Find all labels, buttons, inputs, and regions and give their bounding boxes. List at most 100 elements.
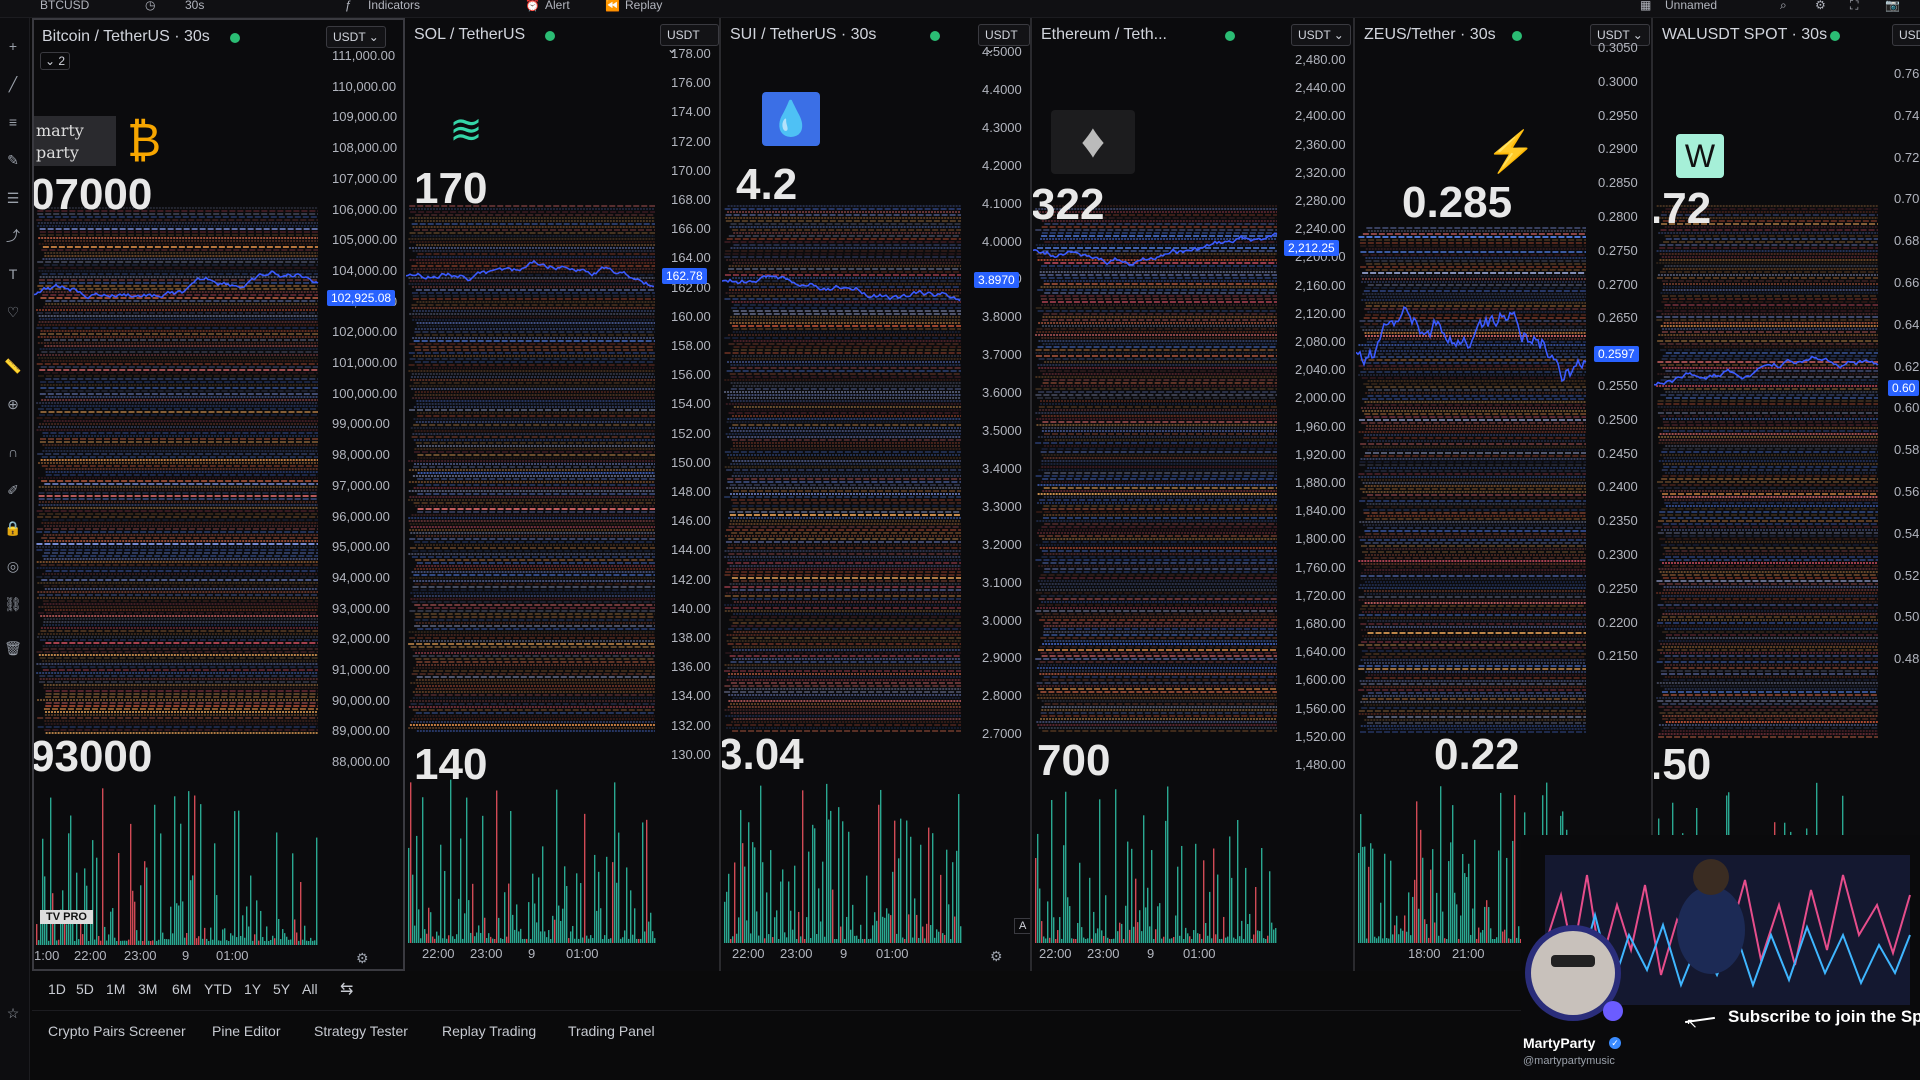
tab-crypto-pairs-screener[interactable]: Crypto Pairs Screener xyxy=(48,1023,186,1039)
price-axis[interactable]: 0.3050 0.3000 0.2950 0.2900 0.2850 0.2800 0.27… xyxy=(1598,18,1651,963)
volume-bar xyxy=(200,804,202,945)
volume-bar xyxy=(744,866,746,943)
interval-selector[interactable]: 30s xyxy=(185,0,205,12)
clock-icon[interactable]: ◷ xyxy=(145,0,156,12)
trendline-icon[interactable]: ╱ xyxy=(8,76,18,92)
layout-icon[interactable]: ▦ xyxy=(1640,0,1652,12)
pane-title[interactable]: Ethereum / Teth... xyxy=(1041,26,1167,43)
ruler-icon[interactable]: 📏 xyxy=(4,358,22,374)
settings-icon[interactable]: ⚙ xyxy=(1815,0,1826,12)
chart-plot[interactable] xyxy=(34,20,324,965)
chart-plot[interactable] xyxy=(1356,18,1592,963)
currency-button[interactable]: USDT ⌄ xyxy=(978,24,1030,56)
price-axis[interactable]: 0.76 0.74 0.72 0.70 0.68 0.66 0.64 0.62 0.60 0.58… xyxy=(1894,18,1920,963)
volume-bar xyxy=(1117,931,1119,943)
range-button-ytd[interactable]: YTD xyxy=(204,981,232,997)
price-axis[interactable]: 2,480.00 2,440.00 2,400.00 2,360.00 2,320.00… xyxy=(1295,18,1353,963)
range-button-all[interactable]: All xyxy=(302,981,318,997)
settings-gear-icon[interactable]: ⚙ xyxy=(990,948,1003,964)
range-button-6m[interactable]: 6M xyxy=(172,981,192,997)
star-icon[interactable]: ☆ xyxy=(6,1005,20,1021)
range-button-1y[interactable]: 1Y xyxy=(244,981,262,997)
prediction-icon[interactable]: ⤴ xyxy=(6,228,20,244)
price-axis-tick: 3.5000 xyxy=(982,423,1022,438)
currency-button[interactable]: USDT xyxy=(1892,24,1920,46)
fullscreen-icon[interactable]: ⛶ xyxy=(1850,0,1859,12)
currency-button[interactable]: USDT ⌄ xyxy=(1590,24,1650,46)
fib-icon[interactable]: ≡ xyxy=(8,114,18,130)
currency-button[interactable]: USDT ⌄ xyxy=(1291,24,1351,46)
auto-scale-button[interactable]: A xyxy=(1014,918,1030,934)
range-button-5y[interactable]: 5Y xyxy=(273,981,291,997)
chart-plot[interactable] xyxy=(722,18,967,963)
alert-icon[interactable]: ⏰ xyxy=(525,0,540,12)
price-axis-tick: 2,480.00 xyxy=(1295,52,1346,67)
settings-gear-icon[interactable]: ⚙ xyxy=(356,950,369,966)
price-axis-tick: 1,520.00 xyxy=(1295,728,1346,744)
volume-bar xyxy=(118,853,120,945)
volume-bar xyxy=(864,938,866,943)
pattern-icon[interactable]: ☰ xyxy=(6,190,20,206)
chart-pane-sui[interactable]: SUI / TetherUS · 30s 💧 4.2 3.04 USDT ⌄ 4… xyxy=(722,18,1032,971)
layout-name[interactable]: Unnamed xyxy=(1665,0,1718,12)
symbol-search[interactable]: BTCUSD xyxy=(40,0,90,12)
heart-icon[interactable]: ♡ xyxy=(6,304,20,320)
replay-button[interactable]: Replay xyxy=(625,0,663,12)
currency-button[interactable]: USDT ⌄ xyxy=(326,26,386,48)
volume-bar xyxy=(588,938,590,943)
crosshair-icon[interactable]: + xyxy=(8,38,18,54)
price-axis[interactable]: 4.50004.40004.30004.20004.10004.00003.90… xyxy=(982,18,1030,963)
currency-button[interactable]: USDT ⌄ xyxy=(660,24,719,56)
volume-bar xyxy=(114,937,116,945)
zoom-icon[interactable]: ⊕ xyxy=(7,396,19,412)
chart-plot[interactable] xyxy=(1033,18,1283,963)
time-axis-tick: 18:00 xyxy=(1408,946,1441,961)
pane-title[interactable]: ZEUS/Tether · 30s xyxy=(1364,26,1496,43)
brush-icon[interactable]: ✎ xyxy=(7,152,19,168)
price-axis-tick: 0.72 xyxy=(1894,149,1920,165)
replay-icon[interactable]: ⏪ xyxy=(605,0,620,12)
pane-title[interactable]: Bitcoin / TetherUS · 30s xyxy=(42,28,210,45)
indicators-button[interactable]: Indicators xyxy=(368,0,421,12)
subscribe-cta[interactable]: Subscribe to join the Space xyxy=(1728,1007,1920,1026)
price-axis[interactable]: 111,000.00 110,000.00 109,000.00 108,000.00… xyxy=(332,20,403,965)
tab-strategy-tester[interactable]: Strategy Tester xyxy=(314,1023,408,1039)
chart-pane-wal[interactable]: WALUSDT SPOT · 30s W .72 .50 USDT 0.760.… xyxy=(1654,18,1920,971)
range-button-5d[interactable]: 5D xyxy=(76,981,94,997)
link-icon[interactable]: ⛓ xyxy=(4,596,22,612)
tab-replay-trading[interactable]: Replay Trading xyxy=(442,1023,537,1039)
stay-drawing-icon[interactable]: ✐ xyxy=(7,482,19,498)
alert-button[interactable]: Alert xyxy=(545,0,570,12)
pane-title[interactable]: SOL / TetherUS xyxy=(414,26,526,43)
range-button-3m[interactable]: 3M xyxy=(138,981,158,997)
volume-bar xyxy=(1193,930,1195,943)
range-button-1d[interactable]: 1D xyxy=(48,981,66,997)
lock-icon[interactable]: 🔒 xyxy=(4,520,22,536)
tab-pine-editor[interactable]: Pine Editor xyxy=(212,1023,281,1039)
chart-pane-btc[interactable]: Bitcoin / TetherUS · 30s ⌄ 2 marty party… xyxy=(32,18,405,971)
chart-pane-eth[interactable]: Ethereum / Teth... ♦ 322 700 USDT ⌄ 2,48… xyxy=(1033,18,1355,971)
indicators-icon[interactable]: ƒ xyxy=(345,0,352,12)
snapshot-icon[interactable]: 📷 xyxy=(1885,0,1900,12)
chart-plot[interactable] xyxy=(406,18,661,963)
trash-icon[interactable]: 🗑 xyxy=(4,640,22,656)
volume-bar xyxy=(1103,936,1105,943)
tab-trading-panel[interactable]: Trading Panel xyxy=(568,1023,655,1039)
volume-bar xyxy=(1418,908,1420,943)
volume-bar xyxy=(510,811,512,943)
ethereum-icon: ♦ xyxy=(1051,110,1135,174)
magnet-icon[interactable]: ∩ xyxy=(7,444,19,460)
chart-pane-sol[interactable]: SOL / TetherUS ≋ 170 140 USDT ⌄ 178.00 17… xyxy=(406,18,721,971)
search-icon[interactable]: ⌕ xyxy=(1780,0,1787,12)
volume-bar xyxy=(726,891,728,943)
hide-icon[interactable]: ◎ xyxy=(6,558,20,574)
chart-pane-zeus[interactable]: ZEUS/Tether · 30s ⚡ 0.285 0.22 USDT ⌄ 0.… xyxy=(1356,18,1653,971)
price-axis[interactable]: 178.00 176.00 174.00 172.00 170.00 168.00 166.… xyxy=(671,18,719,963)
volume-bar xyxy=(138,940,140,945)
pane-title[interactable]: SUI / TetherUS · 30s xyxy=(730,26,877,43)
range-button-1m[interactable]: 1M xyxy=(106,981,126,997)
goto-date-icon[interactable]: ⇆ xyxy=(340,981,354,998)
collapse-indicators-toggle[interactable]: ⌄ 2 xyxy=(40,52,71,70)
pane-title[interactable]: WALUSDT SPOT · 30s xyxy=(1662,26,1828,43)
text-icon[interactable]: T xyxy=(8,266,18,282)
